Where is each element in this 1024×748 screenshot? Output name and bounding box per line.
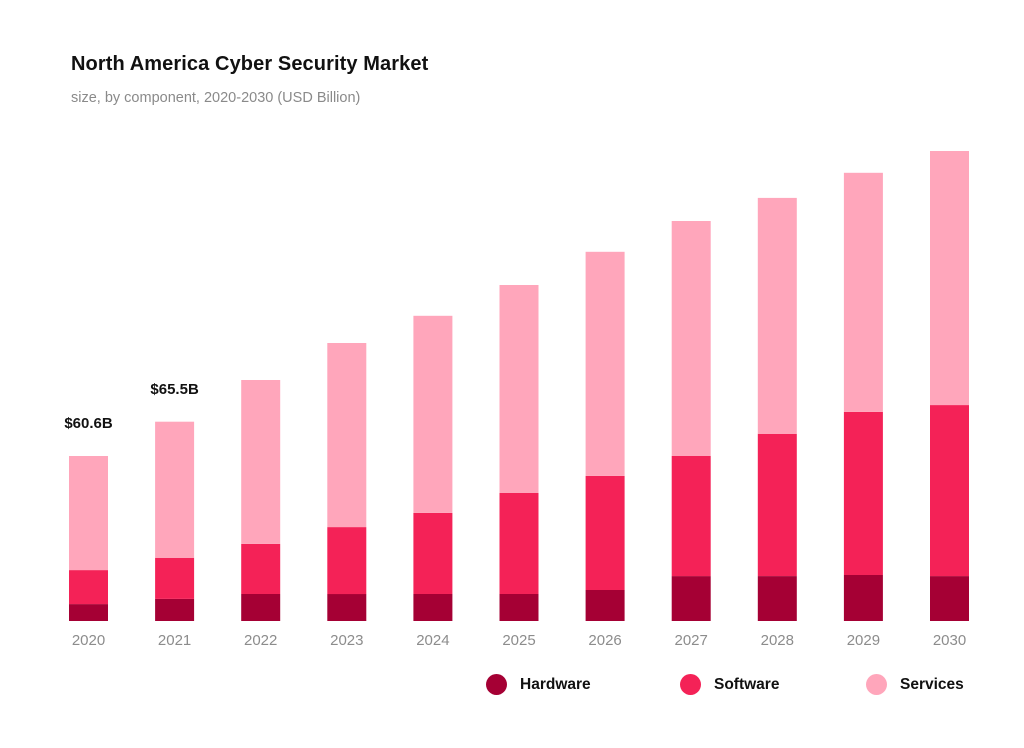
bar-software-2030 bbox=[930, 405, 969, 577]
legend-swatch-hardware bbox=[486, 674, 507, 695]
legend-label-software: Software bbox=[714, 675, 780, 693]
bar-services-2029 bbox=[843, 172, 883, 412]
legend-swatch-services bbox=[866, 674, 887, 695]
bar-services-2026 bbox=[585, 251, 625, 476]
bar-hardware-2021 bbox=[155, 598, 195, 621]
x-tick-label: 2028 bbox=[761, 632, 794, 649]
x-tick-label: 2024 bbox=[416, 632, 449, 649]
x-tick-label: 2025 bbox=[502, 632, 535, 649]
bar-hardware-2029 bbox=[843, 575, 883, 621]
bar-services-2028 bbox=[757, 197, 797, 434]
x-tick-label: 2026 bbox=[588, 632, 621, 649]
bar-hardware-2024 bbox=[413, 594, 453, 621]
x-tick-label: 2027 bbox=[675, 632, 708, 649]
bar-hardware-2023 bbox=[327, 594, 367, 621]
legend-item-software: Software bbox=[680, 674, 779, 695]
bar-software-2028 bbox=[757, 433, 797, 576]
bar-software-2025 bbox=[499, 493, 539, 594]
bar-software-2029 bbox=[843, 411, 883, 575]
value-label-2020: $60.6B bbox=[64, 415, 113, 432]
bar-services-2021 bbox=[155, 421, 195, 558]
bar-software-2026 bbox=[585, 475, 625, 590]
bar-software-2024 bbox=[413, 512, 453, 594]
legend-item-services: Services bbox=[866, 674, 964, 695]
bar-services-2027 bbox=[671, 221, 711, 456]
legend-item-hardware: Hardware bbox=[486, 674, 591, 695]
bar-hardware-2028 bbox=[757, 576, 797, 621]
bar-services-2024 bbox=[413, 315, 453, 513]
x-tick-label: 2021 bbox=[158, 632, 191, 649]
legend: Hardware Software Services bbox=[0, 674, 1024, 698]
bar-services-2020 bbox=[69, 456, 108, 571]
x-tick-label: 2029 bbox=[847, 632, 880, 649]
bar-software-2027 bbox=[671, 456, 711, 577]
bar-hardware-2030 bbox=[930, 576, 969, 621]
bar-hardware-2020 bbox=[69, 604, 108, 621]
x-tick-label: 2022 bbox=[244, 632, 277, 649]
bar-services-2025 bbox=[499, 285, 539, 493]
bar-services-2022 bbox=[241, 380, 281, 544]
x-tick-label: 2020 bbox=[72, 632, 105, 649]
bar-hardware-2027 bbox=[671, 576, 711, 621]
bar-software-2021 bbox=[155, 557, 195, 599]
bar-services-2023 bbox=[327, 343, 367, 528]
bar-hardware-2022 bbox=[241, 594, 281, 621]
value-label-2021: $65.5B bbox=[150, 381, 199, 398]
bar-software-2020 bbox=[69, 570, 108, 605]
legend-label-services: Services bbox=[900, 675, 964, 693]
legend-swatch-software bbox=[680, 674, 701, 695]
bar-software-2023 bbox=[327, 527, 367, 595]
bar-services-2030 bbox=[930, 151, 969, 405]
x-tick-label: 2023 bbox=[330, 632, 363, 649]
chart-title: North America Cyber Security Market bbox=[71, 53, 429, 75]
x-tick-label: 2030 bbox=[933, 632, 966, 649]
bar-hardware-2025 bbox=[499, 594, 539, 621]
bar-software-2022 bbox=[241, 543, 281, 594]
legend-label-hardware: Hardware bbox=[520, 675, 591, 693]
chart-subtitle: size, by component, 2020-2030 (USD Billi… bbox=[71, 90, 361, 106]
bar-hardware-2026 bbox=[585, 590, 625, 621]
